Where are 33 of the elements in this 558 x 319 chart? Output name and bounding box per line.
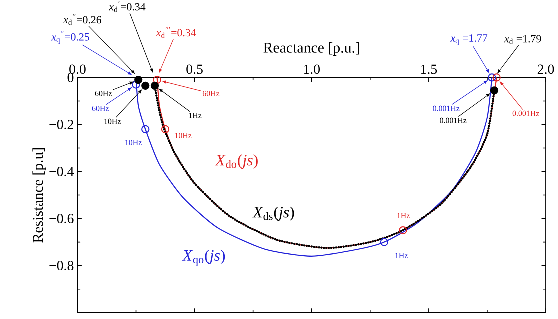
point: [142, 125, 150, 134]
point: [380, 238, 389, 246]
x-tick-label: 2.0: [538, 64, 554, 74]
point: [490, 86, 499, 95]
annotation: x$_{d}$$^{′}$=0.34: [109, 2, 146, 12]
y-tick-label: −0.8: [50, 261, 74, 271]
point: [142, 82, 150, 90]
point: [153, 76, 162, 84]
y-axis-title: Resistance [p.u]: [32, 148, 46, 243]
point: [134, 76, 143, 84]
annotation: x$_{q}$$^{′′}$=0.25: [51, 32, 90, 44]
y-tick-label: −0.4: [50, 167, 74, 177]
y-tick-label: −0.2: [50, 120, 74, 130]
annotation: x$_{d}$$^{′′}$=0.26: [63, 14, 102, 26]
series-label: X$_{do}$(js): [215, 154, 258, 170]
point: [488, 74, 496, 82]
series-label: X$_{qo}$(js): [182, 250, 226, 266]
x-tick-label: 1.0: [304, 64, 320, 74]
annotation: x$_{q}$ =1.77: [450, 34, 488, 46]
y-tick-label: −0.6: [50, 214, 74, 224]
annotation: x$_{d}$$^{′′′}$=0.34: [156, 28, 196, 38]
point: [399, 226, 408, 235]
point: [150, 82, 160, 90]
point: [492, 74, 501, 82]
point: [161, 125, 170, 134]
x-tick-label: 0.5: [186, 64, 203, 74]
point: [132, 80, 140, 89]
x-axis-title: Reactance [p.u.]: [264, 42, 360, 56]
y-tick-label: 0: [68, 73, 74, 82]
series-label: X$_{ds}$(js): [252, 206, 294, 222]
x-tick-label: 0.0: [70, 64, 86, 74]
x-tick-label: 1.5: [421, 64, 438, 74]
annotation: x$_{d}$ =1.79: [504, 35, 542, 44]
